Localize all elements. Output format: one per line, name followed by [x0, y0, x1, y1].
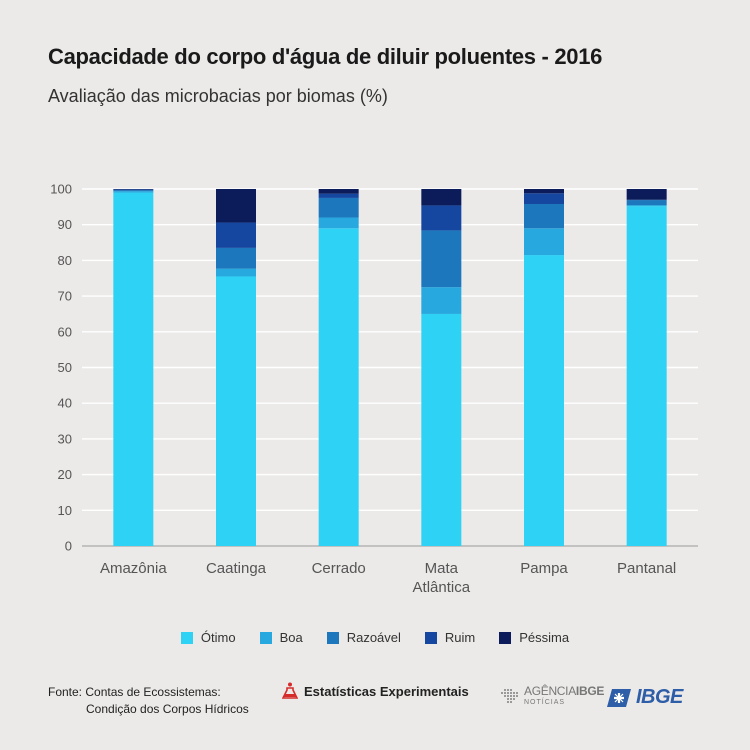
grid-layer	[82, 188, 698, 547]
x-tick-label-line: Amazônia	[100, 560, 167, 577]
flask-icon	[282, 682, 298, 699]
x-tick-label: Mata Atlântica	[413, 560, 471, 596]
legend-label: Boa	[279, 630, 303, 645]
y-tick-label: 80	[58, 253, 72, 268]
bar-segment-boa	[421, 287, 462, 314]
source-line-2: Condição dos Corpos Hídricos	[86, 702, 249, 716]
bar-segment-ruim	[524, 193, 564, 204]
legend-swatch	[424, 631, 437, 644]
x-tick-label-line: Pampa	[520, 560, 568, 577]
y-tick-label: 60	[58, 324, 72, 339]
estatisticas-experimentais-text: Estatísticas Experimentais	[304, 683, 469, 699]
bar-segment-péssima	[421, 189, 462, 206]
agencia-noticias-text: NOTÍCIAS	[524, 699, 566, 706]
legend-item: Péssima	[499, 630, 569, 645]
x-tick-label-line: Mata	[425, 560, 459, 577]
x-tick-label-line: Cerrado	[312, 560, 366, 577]
bar-segment-razoável	[626, 200, 667, 206]
source-note: Fonte: Contas de Ecossistemas: Condição …	[48, 684, 249, 718]
y-tick-label: 30	[58, 431, 72, 446]
agencia-ibge-logo: AGÊNCIAIBGE NOTÍCIAS	[500, 684, 605, 708]
legend-swatch	[326, 631, 339, 644]
x-tick-label: Pampa	[520, 560, 568, 577]
bar-segment-ótimo	[216, 276, 256, 546]
bar-segment-péssima	[216, 189, 256, 223]
ibge-logo: IBGE	[606, 686, 683, 709]
legend-label: Ruim	[444, 630, 476, 645]
legend-item: Boa	[259, 630, 303, 645]
legend: Ótimo Boa Razoável Ruim Péssima	[0, 630, 750, 645]
labels-layer: 0 10 20 30 40 50 60 70 80 90 100 Amazônia Caatinga Ce…	[50, 182, 676, 597]
y-tick-label: 40	[58, 396, 72, 411]
bar-segment-ruim	[318, 193, 359, 198]
legend-label: Péssima	[519, 630, 570, 645]
y-tick-label: 50	[58, 360, 72, 375]
y-tick-label: 70	[58, 289, 72, 304]
bar-segment-boa	[113, 191, 154, 193]
legend-swatch	[259, 631, 272, 644]
bar-segment-ótimo	[421, 313, 462, 546]
bar-segment-péssima	[524, 189, 564, 194]
legend-label: Razoável	[346, 630, 401, 645]
source-line-1: Fonte: Contas de Ecossistemas:	[48, 685, 221, 699]
bar-segment-ótimo	[113, 192, 154, 546]
bar-segment-razoável	[113, 190, 154, 192]
bar-segment-ruim	[113, 189, 154, 191]
legend-label: Ótimo	[200, 630, 236, 645]
bar-segment-péssima	[318, 189, 359, 194]
chart-subtitle: Avaliação das microbacias por biomas (%)	[48, 86, 388, 106]
chart-title: Capacidade do corpo d'água de diluir pol…	[48, 44, 603, 69]
ibge-logo-text: IBGE	[636, 686, 683, 708]
legend-item: Ruim	[424, 630, 476, 645]
y-tick-label: 20	[58, 467, 72, 482]
y-tick-label: 90	[58, 217, 72, 232]
bar-segment-boa	[626, 205, 667, 207]
y-tick-label: 10	[58, 503, 72, 518]
bar-segment-boa	[216, 268, 256, 277]
estatisticas-experimentais-logo: Estatísticas Experimentais	[282, 682, 469, 700]
bar-segment-ótimo	[318, 228, 359, 546]
bar-segment-ótimo	[626, 206, 667, 547]
y-tick-label: 100	[50, 182, 72, 197]
x-tick-label: Caatinga	[206, 560, 267, 577]
x-tick-label: Cerrado	[312, 560, 366, 577]
bars-layer	[113, 189, 667, 547]
x-tick-label: Amazônia	[100, 560, 167, 577]
bar-segment-ruim	[216, 222, 256, 248]
ibge-emblem-icon	[607, 688, 631, 707]
legend-item: Ótimo	[180, 630, 236, 645]
x-tick-label-line: Caatinga	[206, 560, 267, 577]
bar-segment-ótimo	[524, 255, 564, 547]
bar-segment-razoável	[318, 197, 359, 218]
x-tick-label: Pantanal	[617, 560, 676, 577]
bar-segment-ruim	[421, 205, 462, 231]
bar-segment-boa	[524, 228, 564, 256]
bar-segment-razoável	[524, 203, 564, 229]
y-tick-label: 0	[65, 539, 72, 554]
bar-segment-razoável	[216, 247, 256, 269]
agencia-ibge-text: IBGE	[575, 684, 605, 698]
agencia-text: AGÊNCIA	[524, 684, 576, 698]
bar-segment-péssima	[626, 189, 667, 200]
bar-segment-boa	[318, 217, 359, 229]
bar-segment-razoável	[421, 230, 462, 288]
legend-item: Razoável	[326, 630, 401, 645]
legend-swatch	[499, 631, 512, 644]
brazil-map-icon	[501, 689, 518, 703]
x-tick-label-line: Atlântica	[413, 579, 471, 596]
x-tick-label-line: Pantanal	[617, 560, 676, 577]
legend-swatch	[180, 631, 193, 644]
